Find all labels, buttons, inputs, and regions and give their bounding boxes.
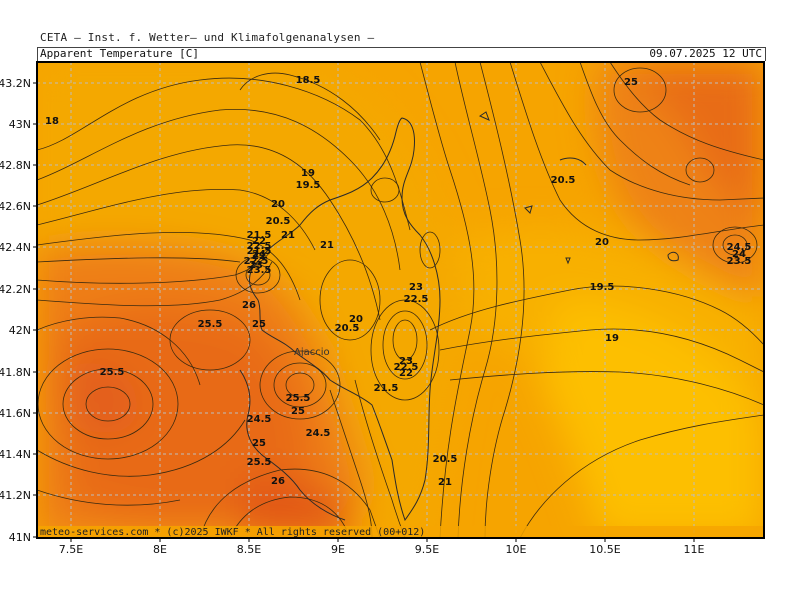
contour-label: 19.5 [590, 282, 615, 293]
contour-label: 24 [252, 249, 266, 260]
contour-label: 20.5 [266, 216, 291, 227]
institute-header: CETA — Inst. f. Wetter— und Klimafolgena… [40, 31, 375, 44]
lat-label: 42.6N [0, 200, 31, 213]
lat-label: 41.2N [0, 489, 31, 502]
contour-label: 22 [252, 251, 266, 262]
coastline [239, 111, 679, 522]
contour-label: 19 [301, 168, 315, 179]
contour-label: 22.5 [247, 241, 272, 252]
contour-label: 22.5 [244, 256, 269, 267]
contour-label: 22.5 [404, 294, 429, 305]
contour-label: 18.5 [296, 75, 321, 86]
isotherm-lines [37, 62, 764, 538]
lat-label: 42.4N [0, 241, 31, 254]
copyright-footer: meteo-services.com * (c)2025 IWKF * All … [40, 527, 425, 538]
contour-label: 20 [349, 314, 363, 325]
lon-label: 7.5E [59, 543, 83, 556]
contour-label: 24 [732, 249, 746, 260]
contour-label: 23.5 [247, 265, 272, 276]
contour-label: 24.5 [727, 242, 752, 253]
contour-label: 23 [399, 356, 413, 367]
lon-label: 10.5E [589, 543, 620, 556]
contour-label: 23.5 [727, 256, 752, 267]
lat-label: 41.6N [0, 407, 31, 420]
lon-label: 10E [506, 543, 527, 556]
latitude-ticks [33, 82, 37, 538]
title-bar: Apparent Temperature [C] 09.07.2025 12 U… [37, 47, 766, 61]
contour-label: 24.5 [306, 428, 331, 439]
contour-label: 21 [438, 477, 452, 488]
temperature-field: 18.5 18 19 19.5 20 20.5 21 21.5 22 22.5 … [37, 62, 764, 538]
lon-label: 9.5E [415, 543, 439, 556]
contour-label: 19 [605, 333, 619, 344]
valid-time: 09.07.2025 12 UTC [649, 47, 762, 60]
contour-label: 26 [271, 476, 285, 487]
lat-label: 42.8N [0, 159, 31, 172]
contour-label: 22.5 [394, 362, 419, 373]
footer-band [37, 526, 764, 538]
lat-label: 42.2N [0, 283, 31, 296]
contour-label: 25.5 [247, 457, 272, 468]
contour-label: 21.5 [247, 246, 272, 257]
contour-label: 20 [595, 237, 609, 248]
contour-label: 25 [624, 77, 638, 88]
lat-label: 43.2N [0, 77, 31, 90]
lat-label: 41N [9, 531, 31, 544]
lon-label: 8.5E [237, 543, 261, 556]
contour-label: 24.5 [247, 414, 272, 425]
contour-label: 23 [409, 282, 423, 293]
contour-label: 21 [320, 240, 334, 251]
contour-label: 25.5 [100, 367, 125, 378]
contour-label: 26 [242, 300, 256, 311]
ajaccio-marker: Ajaccio [294, 347, 330, 358]
contour-label: 25 [252, 438, 266, 449]
lat-label: 42N [9, 324, 31, 337]
contour-label: 22 [252, 236, 266, 247]
lat-label: 41.8N [0, 366, 31, 379]
map-frame [36, 61, 765, 539]
contour-label: 22 [399, 368, 413, 379]
contour-labels: 18.5 18 19 19.5 20 20.5 21 21.5 22 22.5 … [45, 75, 751, 488]
contour-label: 25.5 [286, 393, 311, 404]
place-label: Ajaccio [294, 347, 330, 358]
lat-label: 41.4N [0, 448, 31, 461]
contour-label: 23 [249, 260, 263, 271]
contour-label: 19.5 [296, 180, 321, 191]
contour-label: 21.5 [374, 383, 399, 394]
contour-label: 25.5 [198, 319, 223, 330]
latitude-labels: 41N 41.2N 41.4N 41.6N 41.8N 42N 42.2N 42… [0, 77, 31, 544]
lon-label: 11E [684, 543, 705, 556]
map-title: Apparent Temperature [C] [40, 47, 199, 60]
contour-label: 20 [271, 199, 285, 210]
contour-label: 25 [252, 319, 266, 330]
contour-label: 25 [291, 406, 305, 417]
contour-label: 18 [45, 116, 59, 127]
lat-label: 43N [9, 118, 31, 131]
contour-label: 21 [281, 230, 295, 241]
contour-label: 20.5 [335, 323, 360, 334]
contour-label: 21.5 [247, 230, 272, 241]
longitude-labels: 7.5E 8E 8.5E 9E 9.5E 10E 10.5E 11E [59, 543, 705, 556]
longitude-ticks [70, 538, 695, 542]
lon-label: 9E [331, 543, 345, 556]
lon-label: 8E [153, 543, 167, 556]
contour-label: 20.5 [433, 454, 458, 465]
contour-label: 20.5 [551, 175, 576, 186]
